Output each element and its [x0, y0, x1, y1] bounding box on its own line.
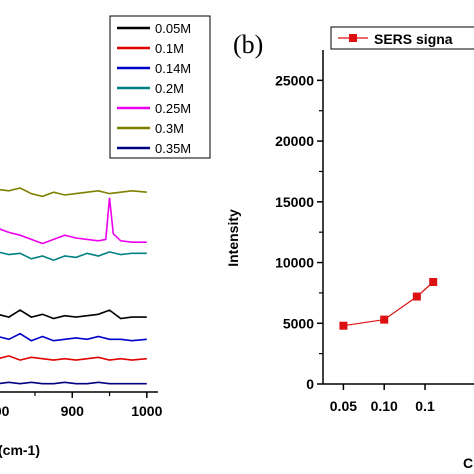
panel-b-y-ticks: 0 5000 10000 15000 20000 25000	[275, 72, 323, 392]
panel-a-series-line	[0, 381, 147, 385]
panel-a-legend-label: 0.2M	[155, 81, 184, 96]
panel-a-series-line	[0, 355, 147, 361]
panel-a-x-tick-label: 1000	[131, 403, 162, 419]
panel-a-legend-label: 0.1M	[155, 41, 184, 56]
panel-b-data-point	[429, 277, 438, 286]
panel-b-x-axis-title: C	[463, 455, 473, 471]
panel-a-series-line	[0, 309, 147, 320]
panel-b-legend-label: SERS signa	[374, 31, 453, 47]
panel-a-series-line	[0, 332, 147, 342]
panel-a-legend-label: 0.14M	[155, 61, 191, 76]
panel-b-data-point	[412, 292, 421, 301]
panel-b-y-tick-label: 20000	[275, 133, 314, 149]
panel-b: (b) SERS signa 0 5000 10000 15000 20000 25000…	[225, 26, 474, 471]
panel-b-series-line	[343, 281, 434, 327]
panel-a-x-tick-label: 800	[0, 403, 10, 419]
panel-b-data-point	[339, 321, 348, 330]
panel-b-y-axis-title: Intensity	[225, 209, 241, 267]
panel-b-legend: SERS signa	[330, 26, 474, 50]
panel-b-legend-marker	[349, 34, 357, 42]
panel-b-x-tick-label: 0.10	[371, 398, 398, 414]
panel-a-legend-label: 0.3M	[155, 121, 184, 136]
panel-b-legend-box	[330, 26, 474, 50]
panel-a-x-tick-label: 900	[61, 403, 85, 419]
panel-b-series	[339, 277, 438, 330]
panel-b-y-tick-label: 25000	[275, 72, 314, 88]
panel-a-series-line	[0, 251, 147, 262]
panel-b-y-tick-label: 5000	[283, 315, 314, 331]
panel-a: 0.05M 0.1M 0.14M 0.2M 0.25M 0.3M 0.35M 800 900 1…	[0, 15, 211, 458]
panel-b-y-tick-label: 0	[306, 376, 314, 392]
panel-a-spectra	[0, 187, 147, 385]
panel-a-x-ticks: 800 900 1000	[0, 392, 163, 419]
panel-a-series-line	[0, 197, 147, 245]
panel-a-legend-entries: 0.05M 0.1M 0.14M 0.2M 0.25M 0.3M 0.35M	[117, 21, 191, 156]
panel-a-legend-label: 0.05M	[155, 21, 191, 36]
panel-b-data-point	[380, 315, 389, 324]
panel-b-y-tick-label: 15000	[275, 194, 314, 210]
panel-a-series-line	[0, 187, 147, 198]
panel-b-x-ticks: 0.05 0.10 0.1	[330, 384, 435, 414]
panel-a-legend: 0.05M 0.1M 0.14M 0.2M 0.25M 0.3M 0.35M	[109, 15, 211, 159]
panel-a-x-axis-title: (cm-1)	[0, 442, 40, 458]
panel-b-x-tick-label: 0.05	[330, 398, 357, 414]
panel-b-x-tick-label: 0.1	[415, 398, 435, 414]
panel-b-y-tick-label: 10000	[275, 255, 314, 271]
panel-b-label: (b)	[233, 30, 263, 59]
panel-a-legend-label: 0.35M	[155, 141, 191, 156]
panel-a-legend-label: 0.25M	[155, 101, 191, 116]
